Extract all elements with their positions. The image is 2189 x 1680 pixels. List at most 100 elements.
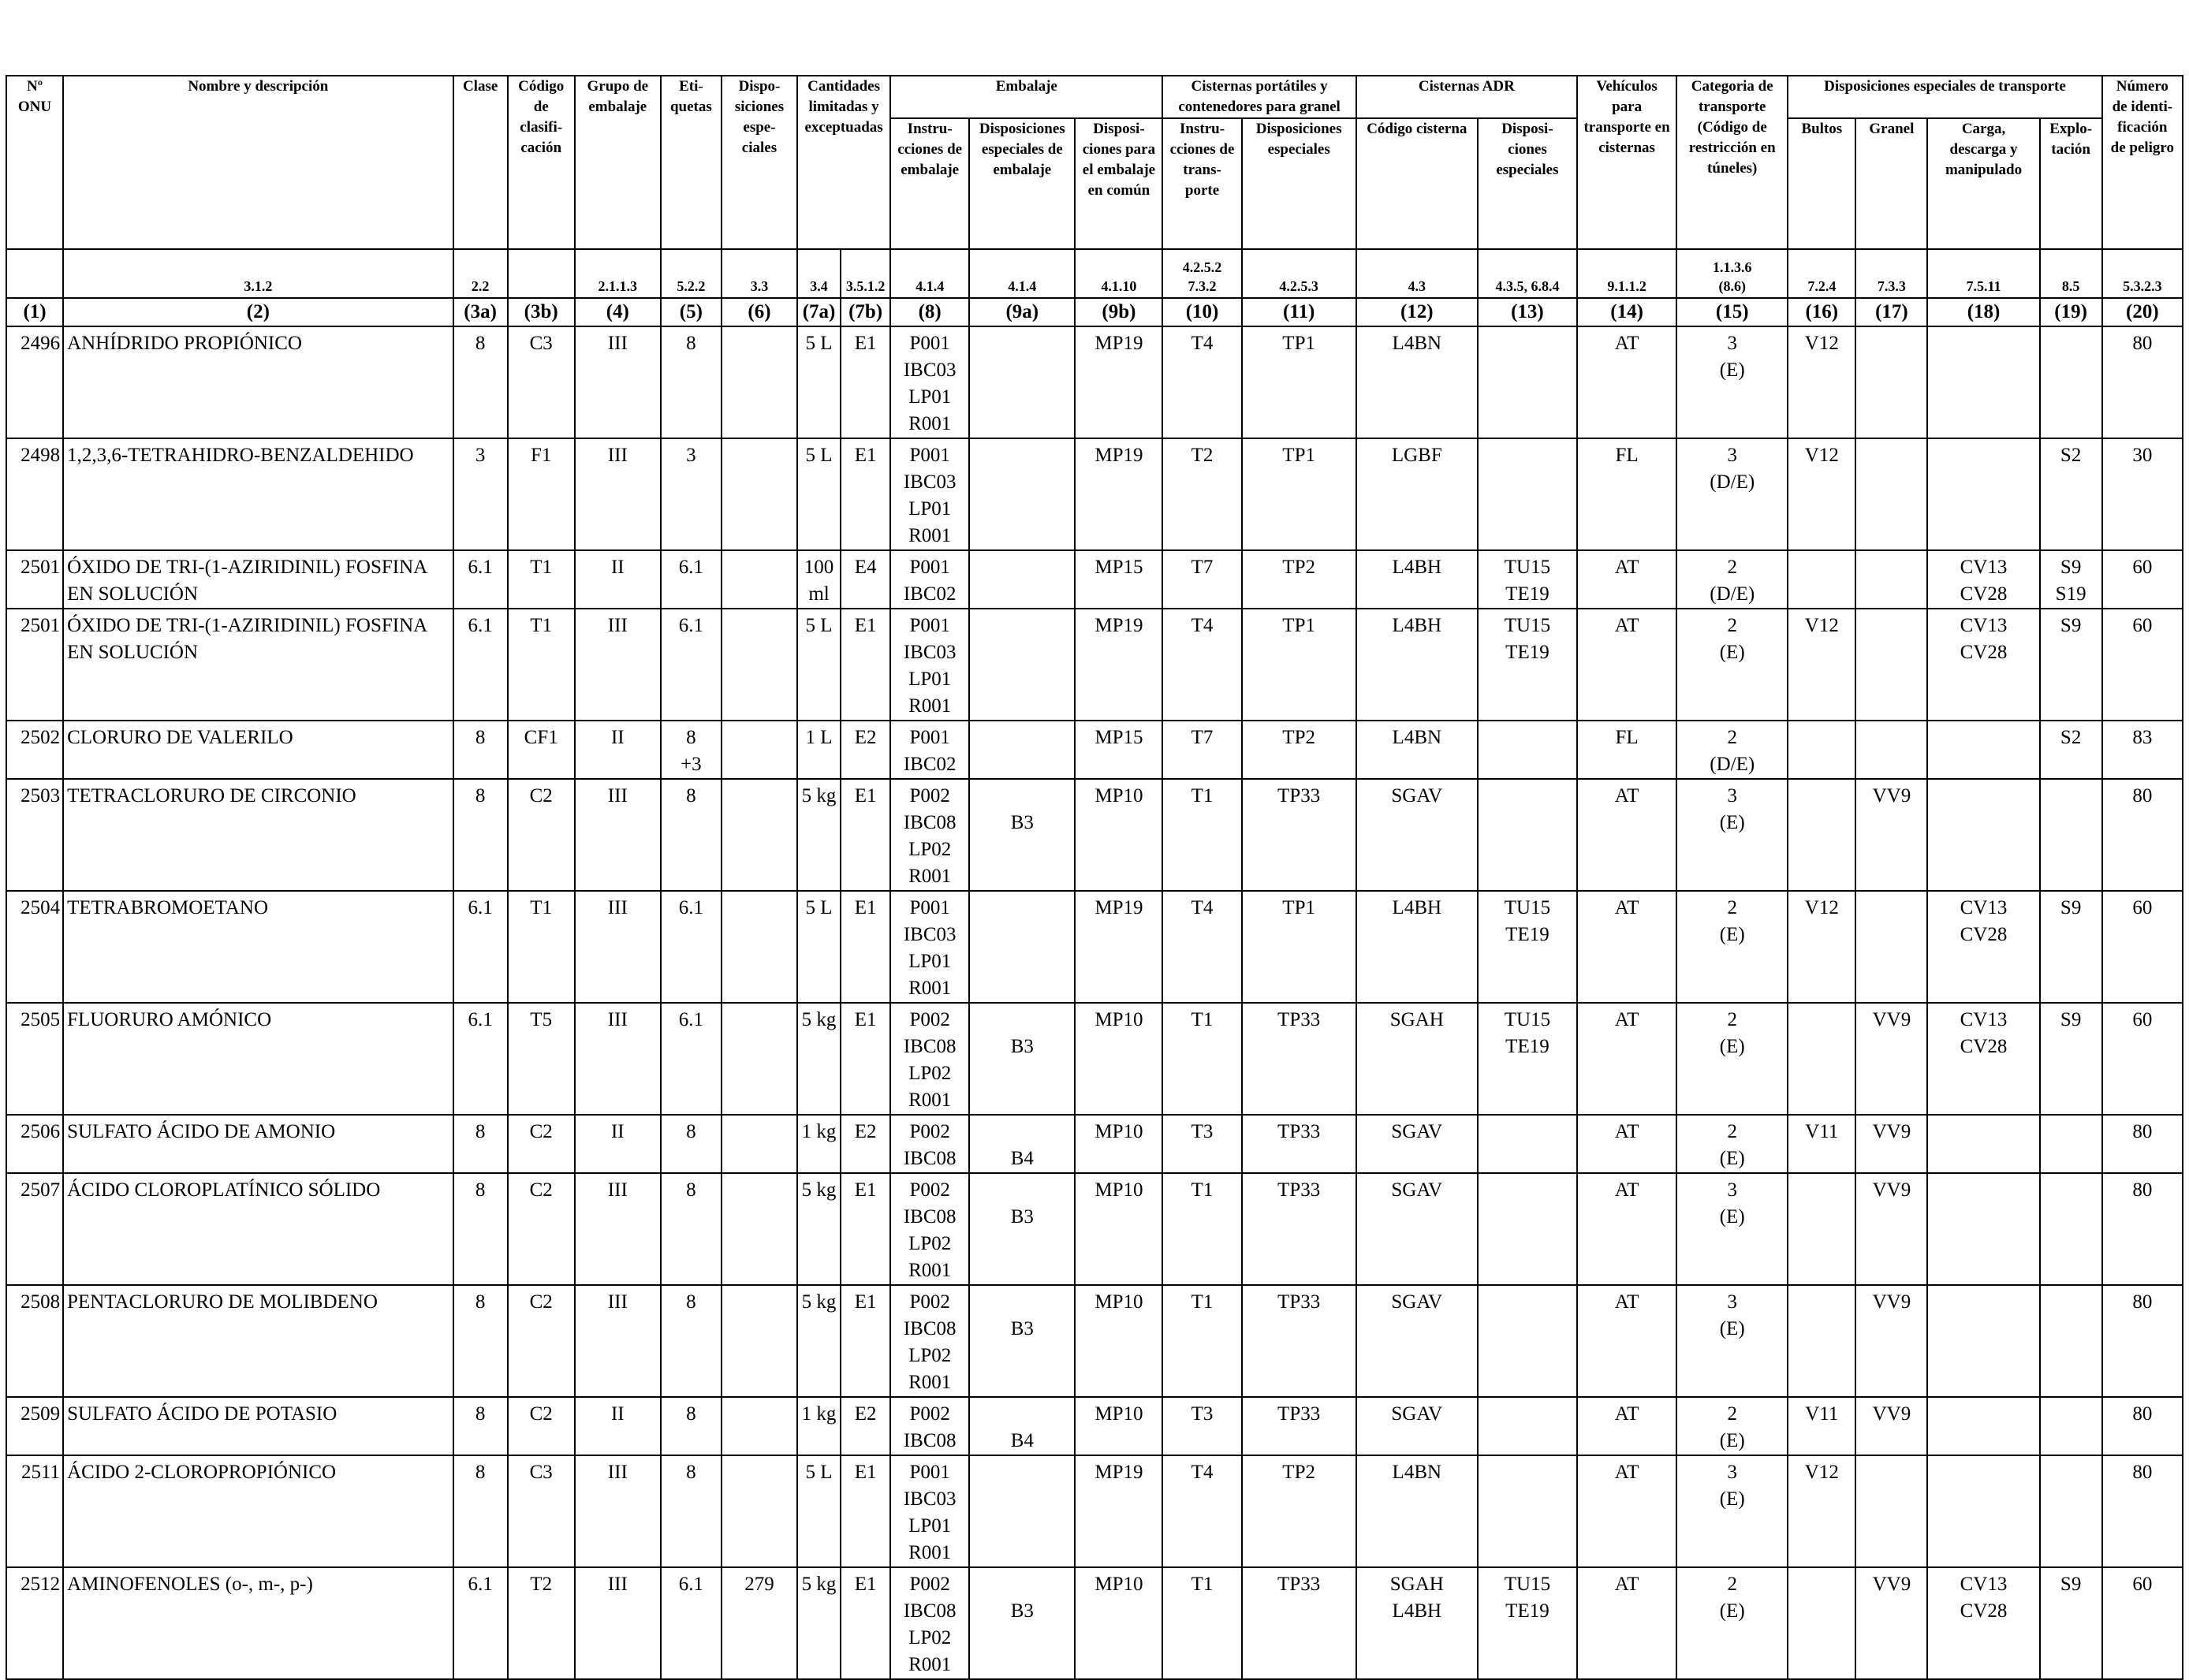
table-cell: AT <box>1576 326 1678 439</box>
column-number: (4) <box>573 297 662 327</box>
table-cell: VV9 <box>1855 1002 1929 1116</box>
header-disp-embalaje: Disposiciones especiales de embalaje <box>968 117 1076 250</box>
column-number: (14) <box>1576 297 1678 327</box>
table-cell <box>1476 438 1579 551</box>
table-cell <box>968 438 1076 551</box>
table-cell: V12 <box>1787 326 1857 439</box>
table-row: 2512 AMINOFENOLES (o-, m-, p-) 6.1 T2 III 6.1… <box>5 1566 2184 1680</box>
table-cell <box>720 720 799 780</box>
table-cell: T4 <box>1162 326 1243 439</box>
table-cell: CV13 CV28 <box>1926 1566 2041 1680</box>
table-cell: II <box>573 1114 662 1174</box>
table-cell <box>720 1455 799 1568</box>
section-ref-cell: 3.1.2 <box>62 249 454 298</box>
table-cell: S9 S19 <box>2038 549 2103 609</box>
section-ref-cell: 4.1.10 <box>1074 249 1164 298</box>
table-cell: B4 <box>968 1114 1076 1174</box>
table-cell: AT <box>1576 1114 1678 1174</box>
un-number-cell: 2511 <box>5 1455 65 1568</box>
table-row: 2504 TETRABROMOETANO 6.1 T1 III 6.1 5 L E1 P001 … <box>5 890 2184 1004</box>
name-cell: FLUORURO AMÓNICO <box>62 1002 454 1116</box>
section-ref-cell: 1.1.3.6 (8.6) <box>1676 249 1789 298</box>
table-cell: III <box>573 1566 662 1680</box>
table-cell: T5 <box>506 1002 576 1116</box>
table-cell <box>968 549 1076 609</box>
table-cell: 3 (E) <box>1676 1455 1789 1568</box>
table-cell: 80 <box>2101 1172 2184 1286</box>
table-cell: E1 <box>840 778 892 892</box>
table-cell <box>1855 608 1929 721</box>
table-row: 2503 TETRACLORURO DE CIRCONIO 8 C2 III 8 5 kg E… <box>5 778 2184 892</box>
table-cell <box>1476 326 1579 439</box>
table-cell: TP2 <box>1240 549 1357 609</box>
table-cell <box>1926 1284 2041 1398</box>
table-cell: VV9 <box>1855 1396 1929 1456</box>
table-cell <box>968 1455 1076 1568</box>
table-cell <box>720 1284 799 1398</box>
table-cell: 80 <box>2101 1284 2184 1398</box>
table-cell <box>1926 778 2041 892</box>
table-cell: 60 <box>2101 1002 2184 1116</box>
un-number-cell: 2508 <box>5 1284 65 1398</box>
table-row: 2507 ÁCIDO CLOROPLATÍNICO SÓLIDO 8 C2 III 8 5 … <box>5 1172 2184 1286</box>
table-cell: 1 kg <box>796 1114 842 1174</box>
table-cell: 3 <box>659 438 722 551</box>
table-cell: III <box>573 778 662 892</box>
table-cell: 2 (D/E) <box>1676 720 1789 780</box>
table-cell: B3 <box>968 1566 1076 1680</box>
table-cell <box>2038 1284 2103 1398</box>
table-cell: III <box>573 326 662 439</box>
table-cell <box>720 1114 799 1174</box>
header-disp-cisternas: Disposiciones especiales <box>1240 117 1357 250</box>
header-codigo-cisterna: Código cisterna <box>1355 117 1479 250</box>
table-cell: TP33 <box>1240 1396 1357 1456</box>
table-cell <box>1476 1396 1579 1456</box>
header-grupo: Grupo de embalaje <box>573 75 662 250</box>
table-cell <box>720 1396 799 1456</box>
table-cell: III <box>573 890 662 1004</box>
section-ref-cell <box>506 249 576 298</box>
table-cell: VV9 <box>1855 1172 1929 1286</box>
table-cell: 8 <box>452 1284 509 1398</box>
table-cell <box>720 608 799 721</box>
table-cell: MP19 <box>1074 326 1164 439</box>
table-cell: P001 IBC03 LP01 R001 <box>889 1455 971 1568</box>
table-cell <box>1476 1284 1579 1398</box>
table-cell: 60 <box>2101 608 2184 721</box>
table-cell: 8 <box>659 778 722 892</box>
name-cell: ÓXIDO DE TRI-(1-AZIRIDINIL) FOSFINA EN S… <box>62 549 454 609</box>
table-cell: SGAV <box>1355 778 1479 892</box>
table-cell: 6.1 <box>659 549 722 609</box>
name-cell: ÁCIDO 2-CLOROPROPIÓNICO <box>62 1455 454 1568</box>
table-cell: E2 <box>840 1396 892 1456</box>
table-cell: MP19 <box>1074 1455 1164 1568</box>
table-cell <box>1926 326 2041 439</box>
table-cell: 2 (E) <box>1676 1002 1789 1116</box>
table-cell: P001 IBC02 <box>889 549 971 609</box>
table-cell: S2 <box>2038 720 2103 780</box>
table-cell: 2 (E) <box>1676 890 1789 1004</box>
section-ref-cell: 4.3 <box>1355 249 1479 298</box>
table-cell: SGAV <box>1355 1396 1479 1456</box>
table-cell <box>1855 720 1929 780</box>
table-cell: C2 <box>506 1172 576 1286</box>
name-cell: PENTACLORURO DE MOLIBDENO <box>62 1284 454 1398</box>
table-cell: TU15 TE19 <box>1476 1566 1579 1680</box>
table-cell: TP1 <box>1240 438 1357 551</box>
column-number: (11) <box>1240 297 1357 327</box>
table-cell: TP33 <box>1240 1284 1357 1398</box>
table-cell: E1 <box>840 1284 892 1398</box>
table-cell: 279 <box>720 1566 799 1680</box>
table-cell: B3 <box>968 778 1076 892</box>
table-cell: 60 <box>2101 549 2184 609</box>
table-cell: 100 ml <box>796 549 842 609</box>
table-cell: MP19 <box>1074 890 1164 1004</box>
column-number: (10) <box>1162 297 1243 327</box>
un-number-cell: 2505 <box>5 1002 65 1116</box>
table-cell: II <box>573 1396 662 1456</box>
column-number: (13) <box>1476 297 1579 327</box>
table-cell: 8 <box>452 1114 509 1174</box>
table-cell: TP1 <box>1240 608 1357 721</box>
header-vehiculos: Vehículos para transporte en cisternas <box>1576 75 1678 250</box>
table-cell: P002 IBC08 LP02 R001 <box>889 1566 971 1680</box>
